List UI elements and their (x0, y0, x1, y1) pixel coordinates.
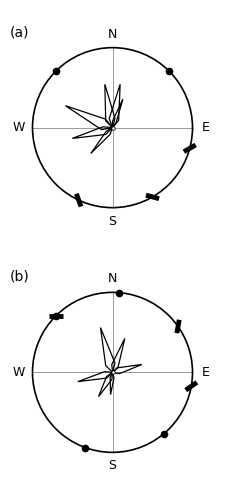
Text: S: S (108, 460, 117, 472)
Text: (a): (a) (10, 25, 30, 39)
Text: E: E (202, 121, 210, 134)
Text: N: N (108, 272, 117, 285)
Text: (b): (b) (10, 270, 30, 284)
Text: N: N (108, 28, 117, 40)
Text: W: W (13, 366, 25, 379)
Text: W: W (13, 121, 25, 134)
Text: E: E (202, 366, 210, 379)
Text: S: S (108, 214, 117, 228)
